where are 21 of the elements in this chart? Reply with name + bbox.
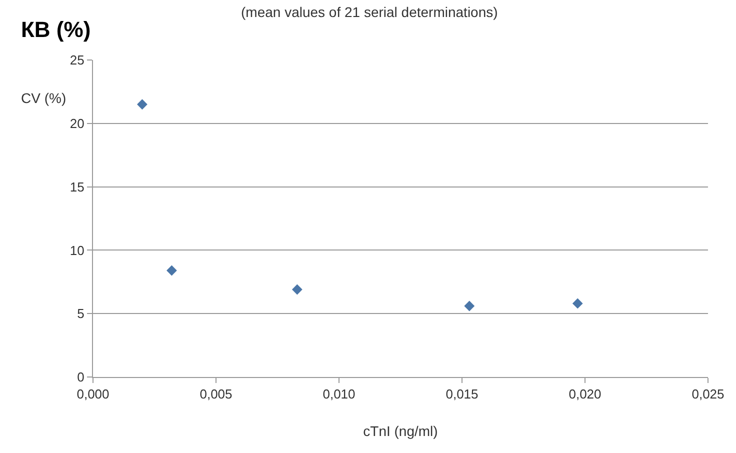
y-tick-label: 20	[70, 116, 84, 131]
point	[464, 300, 475, 312]
x-tick-label: 0,020	[568, 386, 602, 402]
y-tick-label: 15	[70, 179, 84, 194]
y-tick-label: 10	[70, 242, 84, 258]
x-tick-label: 0,005	[200, 386, 232, 402]
x-tick-label: 0,025	[692, 386, 724, 402]
y-tick-label: 5	[77, 306, 84, 322]
point	[572, 298, 583, 309]
y-tick-label: 0	[77, 370, 84, 385]
x-tick-label: 0,015	[446, 386, 478, 402]
point	[137, 99, 148, 110]
chart-subtitle: (mean values of 21 serial determinations)	[241, 4, 498, 20]
x-tick-label: 0,000	[76, 386, 110, 402]
x-axis-title: cTnI (ng/ml)	[363, 422, 438, 439]
y-axis-title: CV (%)	[21, 90, 66, 106]
y-tick-label: 25	[70, 52, 84, 68]
chart-title: КВ (%)	[21, 17, 91, 42]
x-tick-label: 0,010	[322, 386, 356, 402]
point	[166, 265, 177, 276]
point	[292, 284, 302, 295]
